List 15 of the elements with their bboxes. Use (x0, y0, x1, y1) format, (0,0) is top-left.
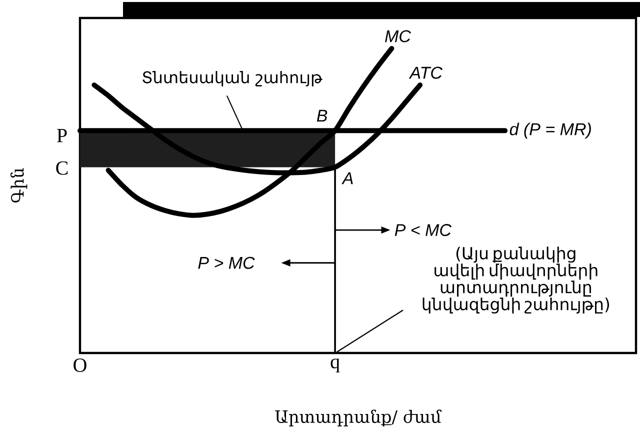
text: P (57, 129, 67, 142)
y-axis-title: Գին (10, 168, 28, 202)
annotation: Տնտեսական շահույթ (142, 70, 322, 86)
annotation: B (316, 110, 328, 122)
x-axis-title: Արտադրանք/ ժամ (275, 410, 442, 426)
text: C (56, 161, 68, 175)
annotation: P < MC (394, 224, 452, 236)
annotation: (Այս քանակից ավելի միավորների արտադրությունը կնվազեցնի շահույթը) (422, 246, 610, 314)
x-tick-label: O (74, 358, 86, 372)
x-tick-label: q (330, 358, 340, 372)
annotation: A (342, 172, 353, 184)
annotation: P > MC (198, 256, 255, 269)
series-label: ATC (408, 66, 443, 79)
series-label: MC (385, 30, 412, 42)
series-label: d (P = MR) (510, 122, 591, 139)
